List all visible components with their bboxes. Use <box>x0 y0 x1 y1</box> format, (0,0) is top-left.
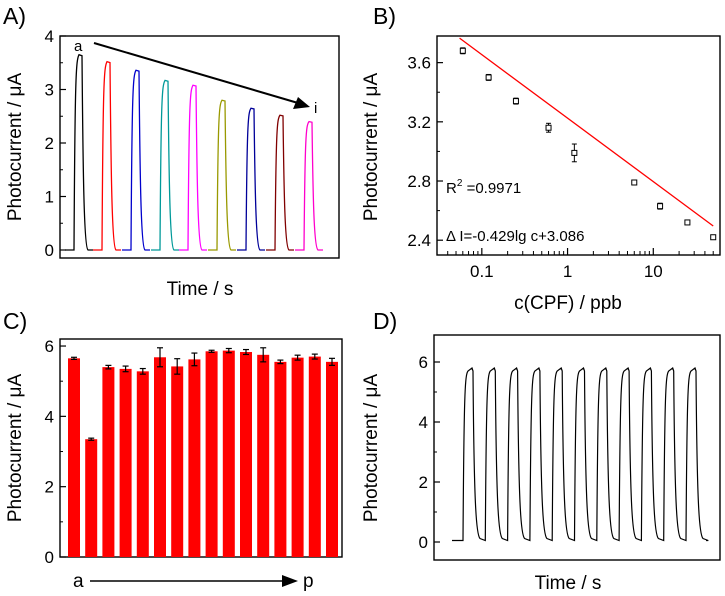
panel-c-bar-l <box>257 354 270 557</box>
panel-a-ylabel: Photocurrent / μA <box>5 73 26 222</box>
panel-a-yaxis: 0 1 2 3 4 <box>45 27 66 260</box>
panel-d-frame <box>433 334 721 561</box>
panel-b-point <box>485 74 492 81</box>
panel-b-axes: 2.4 2.8 3.2 3.6 0.1 1 10 <box>407 54 714 281</box>
panel-c-bar-p <box>326 361 338 557</box>
panel-a-arrowhead <box>293 97 310 109</box>
panel-a-label: A) <box>3 3 26 29</box>
panel-b-xlabel: c(CPF) / ppb <box>514 293 622 314</box>
panel-b-label: B) <box>373 3 396 29</box>
panel-c-ytick-label: 2 <box>45 478 54 497</box>
panel-c-arrowhead <box>282 575 298 587</box>
panel-d-ytick-label: 4 <box>419 413 428 432</box>
panel-b-r2-text: R2 =0.9971 <box>446 178 521 197</box>
panel-b-point <box>571 149 578 156</box>
panel-c-bar-j <box>222 350 235 557</box>
panel-b-point <box>631 179 638 186</box>
panel-a-trace-i <box>295 120 323 251</box>
panel-a-trace-b <box>93 60 121 251</box>
panel-b-ytick-label: 2.8 <box>407 172 431 191</box>
panel-b-point <box>657 203 664 210</box>
panel-d-ytick-label: 0 <box>419 533 428 552</box>
panel-b-frame <box>436 35 721 256</box>
panel-c-bar-g <box>171 366 184 557</box>
panel-a-trace-h <box>266 114 294 251</box>
panel-d: D) 0 2 4 6 Time / s Photocurrent / μA <box>361 308 721 594</box>
panel-b-xtick-label: 10 <box>644 262 663 281</box>
panel-c-bar-k <box>240 352 252 557</box>
panel-c-label: C) <box>3 308 27 334</box>
panel-c-bar-d <box>119 368 132 557</box>
panel-b-equation: Δ I=-0.429lg c+3.086 <box>446 228 584 245</box>
panel-c-bar-m <box>274 361 287 557</box>
panel-b-fit <box>459 37 714 227</box>
panel-b-fit-line <box>459 37 714 227</box>
panel-a-trace-e <box>179 84 207 251</box>
panel-c-ylabel: Photocurrent / μA <box>5 374 26 523</box>
panel-a-ytick-label: 4 <box>45 27 54 46</box>
panel-c-bar-b <box>85 439 98 557</box>
panel-b-point <box>684 219 691 226</box>
panel-a-ytick-label: 3 <box>45 81 54 100</box>
panel-c-bar-i <box>205 351 218 557</box>
panel-d-ytick-label: 2 <box>419 473 428 492</box>
panel-a-frame <box>59 35 340 259</box>
panel-a-start-label: a <box>74 38 83 55</box>
panel-b-r2-value: =0.9971 <box>462 180 521 197</box>
panel-a-trace-g <box>237 107 265 251</box>
panel-d-label: D) <box>373 308 397 334</box>
panel-b-ytick-label: 3.6 <box>407 54 431 73</box>
panel-b-xtick-label: 0.1 <box>470 262 494 281</box>
panel-b-r2-r: R <box>446 180 457 197</box>
panel-c-bar-h <box>188 359 201 557</box>
panel-d-xlabel: Time / s <box>535 573 602 594</box>
panel-c: C) 0 2 4 6 a p Photocurrent / μA <box>3 308 343 592</box>
panel-a-trend-arrow <box>93 42 299 104</box>
panel-b-r2-sup: 2 <box>457 178 463 189</box>
panel-c-frame <box>59 338 343 558</box>
panel-d-trace <box>452 367 709 542</box>
panel-c-bar-n <box>291 357 304 557</box>
panel-b-point <box>545 124 552 131</box>
panel-d-ylabel: Photocurrent / μA <box>361 374 382 523</box>
panel-c-ytick-label: 0 <box>45 548 54 567</box>
panel-a-trace-d <box>151 79 179 251</box>
panel-a-trace-a <box>65 53 93 251</box>
panel-b-point <box>710 234 717 241</box>
panel-a-xlabel: Time / s <box>167 279 234 300</box>
panel-b: B) 2.4 2.8 3.2 3.6 0.1 1 10 R2 =0.9971 Δ I=-0.… <box>361 3 721 314</box>
panel-b-ytick-label: 2.4 <box>407 231 431 250</box>
panel-c-bars <box>68 347 338 557</box>
panel-c-yaxis: 0 2 4 6 <box>45 337 66 567</box>
panel-b-point <box>512 98 519 105</box>
panel-c-range-start: a <box>73 571 84 592</box>
panel-c-bar-a <box>68 358 80 557</box>
panel-a-ytick-label: 1 <box>45 188 54 207</box>
panel-b-points <box>459 47 717 241</box>
panel-d-ytick-label: 6 <box>419 353 428 372</box>
panel-c-bar-o <box>308 356 321 557</box>
panel-b-ytick-label: 3.2 <box>407 113 431 132</box>
panel-a: A) 0 1 2 3 4 a i Time / s Photocurrent / μA <box>3 3 340 300</box>
panel-c-bar-c <box>102 367 115 557</box>
panel-a-trace-c <box>122 69 150 251</box>
panel-a-end-label: i <box>314 100 317 117</box>
panel-c-ytick-label: 4 <box>45 407 54 426</box>
panel-b-point <box>459 47 466 54</box>
panel-a-traces <box>65 53 323 251</box>
panel-c-range-end: p <box>303 571 314 592</box>
panel-a-ytick-label: 0 <box>45 241 54 260</box>
panel-a-trace-f <box>208 99 236 251</box>
panel-a-ytick-label: 2 <box>45 134 54 153</box>
panel-d-photocurrent-trace <box>452 367 709 542</box>
panel-d-yaxis: 0 2 4 6 <box>419 353 440 552</box>
panel-b-ylabel: Photocurrent / μA <box>361 73 382 222</box>
panel-c-bar-f <box>154 357 166 557</box>
panel-c-bar-e <box>136 371 149 557</box>
panel-b-xtick-label: 1 <box>563 262 572 281</box>
panel-c-ytick-label: 6 <box>45 337 54 356</box>
